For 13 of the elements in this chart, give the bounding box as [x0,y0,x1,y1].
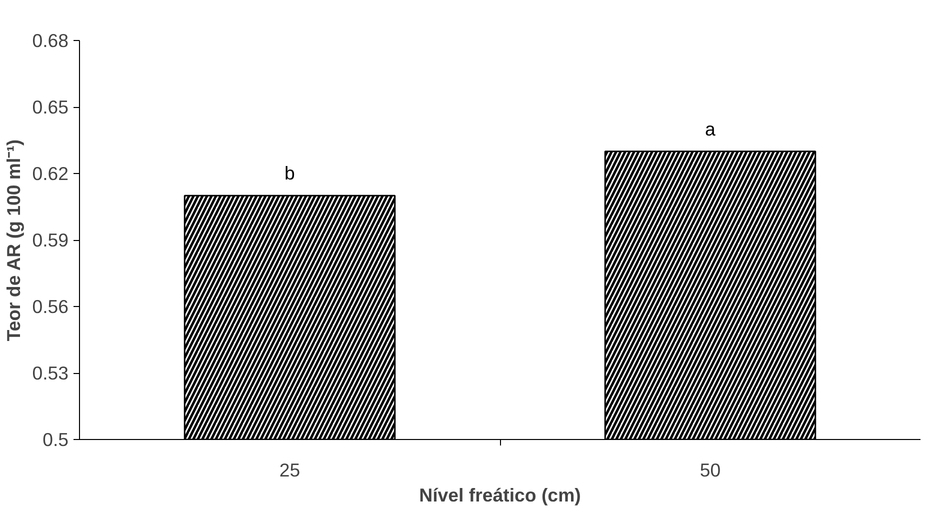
y-tick-label: 0.59 [32,230,68,250]
y-tick-label: 0.68 [32,30,68,51]
y-tick-label: 0.5 [42,429,69,450]
y-tick-label: 0.56 [32,296,68,317]
x-tick-label: 25 [279,460,300,480]
x-axis-title: Nível freático (cm) [419,484,581,506]
annotation: a [705,118,716,140]
y-tick-label: 0.65 [32,96,68,118]
y-axis-title: Teor de AR (g 100 ml⁻¹) [3,139,24,342]
x-tick-label: 50 [700,460,721,480]
y-tick-label: 0.62 [32,163,68,184]
y-tick-label: 0.53 [32,362,68,384]
annotation: b [284,162,295,184]
